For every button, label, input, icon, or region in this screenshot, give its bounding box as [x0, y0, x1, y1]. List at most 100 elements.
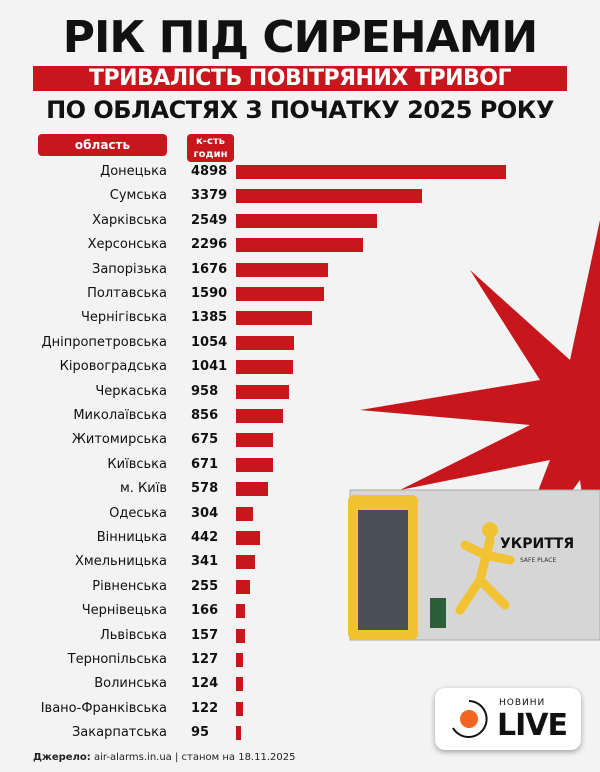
- value-label: 157: [191, 627, 219, 643]
- trash-bin: [430, 598, 446, 628]
- bar-row: Кіровоградська 1041: [0, 357, 600, 377]
- bar: [236, 579, 251, 594]
- bar: [236, 653, 243, 667]
- bar: [236, 189, 423, 204]
- hours-column-header: к-сть годин: [187, 134, 234, 162]
- logo-top-text: НОВИНИ: [499, 698, 546, 708]
- value-label: 1590: [191, 286, 228, 301]
- value-label: 127: [191, 652, 219, 667]
- bar: [236, 677, 243, 692]
- value-label: 1041: [191, 359, 228, 375]
- running-man-icon: [482, 522, 498, 538]
- novyny-live-logo: НОВИНИ LIVE: [435, 688, 581, 750]
- value-label: 304: [191, 505, 219, 521]
- page-title: РІК ПІД СИРЕНАМИ: [62, 12, 539, 63]
- siren-shelter-illustration: УКРИТТЯ SAFE PLACE: [348, 220, 600, 641]
- source-text: air-alarms.in.ua | станом на 18.11.2025: [90, 752, 296, 763]
- bar-row: Одеська 304: [0, 504, 600, 524]
- region-label: Волинська: [94, 676, 167, 692]
- bar: [236, 360, 294, 375]
- region-label: Сумська: [109, 188, 167, 204]
- region-label: Чернігівська: [80, 310, 167, 326]
- region-label: Дніпропетровська: [41, 334, 167, 350]
- bar: [236, 701, 243, 716]
- page-subtitle: ПО ОБЛАСТЯХ З ПОЧАТКУ 2025 РОКУ: [46, 96, 554, 124]
- value-label: 1385: [191, 310, 228, 326]
- live-circle-icon: [452, 700, 488, 738]
- bar-row: Хмельницька 341: [0, 552, 600, 572]
- bar: [236, 238, 363, 253]
- value-label: 578: [191, 481, 219, 497]
- bar: [236, 555, 255, 570]
- bar: [236, 409, 284, 423]
- value-label: 341: [191, 554, 219, 570]
- bar-row: Рівненська 255: [0, 577, 600, 597]
- shelter-sign: УКРИТТЯ: [500, 536, 574, 552]
- bar-row: Чернігівська 1385: [0, 308, 600, 328]
- shelter-door: [358, 510, 408, 630]
- bar-row: Чернівецька 166: [0, 601, 600, 621]
- bar-row: Донецька 4898: [0, 162, 600, 182]
- region-label: Тернопільська: [67, 652, 167, 667]
- value-label: 442: [191, 530, 219, 545]
- value-label: 1676: [191, 261, 228, 277]
- bar: [236, 287, 324, 301]
- title-banner: ТРИВАЛІСТЬ ПОВІТРЯНИХ ТРИВОГ: [33, 66, 567, 91]
- bar: [236, 213, 377, 228]
- bar: [236, 531, 261, 545]
- region-label: Івано-Франківська: [40, 700, 167, 716]
- bar: [236, 311, 313, 326]
- bar-row: Херсонська 2296: [0, 235, 600, 255]
- value-label: 1054: [191, 334, 228, 350]
- value-label: 671: [191, 456, 219, 472]
- region-label: Полтавська: [87, 286, 167, 301]
- bar-row: Дніпропетровська 1054: [0, 333, 600, 353]
- value-label: 2549: [191, 212, 228, 228]
- bar-row: Харківська 2549: [0, 211, 600, 231]
- region-label: Черкаська: [95, 383, 167, 399]
- region-column-header: область: [38, 134, 167, 156]
- bar-row: Запорізька 1676: [0, 260, 600, 280]
- value-label: 255: [191, 578, 219, 594]
- region-label: Вінницька: [96, 530, 167, 545]
- value-label: 675: [191, 432, 219, 448]
- bar: [236, 506, 253, 521]
- value-label: 3379: [191, 188, 228, 204]
- bar: [236, 335, 295, 350]
- bar-row: Миколаївська 856: [0, 406, 600, 426]
- bar-row: Волинська 124: [0, 674, 600, 694]
- bar-row: Черкаська 958: [0, 382, 600, 402]
- region-label: Хмельницька: [75, 554, 167, 570]
- bar-row: Житомирська 675: [0, 430, 600, 450]
- region-label: Житомирська: [71, 432, 167, 448]
- bar: [236, 262, 329, 277]
- bar-row: Полтавська 1590: [0, 284, 600, 304]
- region-label: Рівненська: [92, 578, 167, 594]
- bar: [236, 457, 273, 472]
- value-label: 856: [191, 408, 219, 423]
- region-label: Одеська: [109, 505, 167, 521]
- region-label: Закарпатська: [71, 725, 167, 741]
- bar: [236, 433, 274, 448]
- region-label: Миколаївська: [73, 408, 167, 423]
- region-label: Херсонська: [87, 237, 167, 253]
- source-note: Джерело: air-alarms.in.ua | станом на 18…: [33, 752, 295, 763]
- region-label: Кіровоградська: [59, 359, 167, 375]
- bar: [236, 384, 289, 399]
- bar: [236, 726, 242, 741]
- value-label: 124: [191, 676, 219, 692]
- bar: [236, 165, 506, 179]
- value-label: 958: [191, 383, 219, 399]
- bar-row: м. Київ 578: [0, 479, 600, 499]
- region-label: Харківська: [92, 212, 167, 228]
- region-label: м. Київ: [119, 481, 167, 497]
- bar: [236, 482, 268, 497]
- bar-row: Київська 671: [0, 455, 600, 475]
- value-label: 4898: [191, 164, 228, 179]
- bar-row: Закарпатська 95: [0, 723, 600, 743]
- source-label: Джерело:: [33, 752, 91, 763]
- bar-row: Івано-Франківська 122: [0, 699, 600, 719]
- region-label: Чернівецька: [81, 603, 167, 619]
- shelter-sign-sub: SAFE PLACE: [520, 557, 556, 564]
- value-label: 2296: [191, 237, 228, 253]
